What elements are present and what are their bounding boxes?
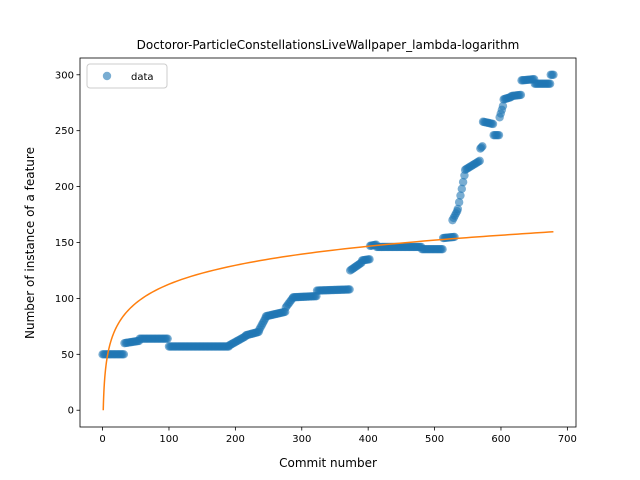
data-point	[545, 79, 555, 88]
data-point	[516, 90, 526, 100]
data-point	[450, 232, 459, 242]
data-point	[478, 142, 487, 151]
data-point	[163, 334, 172, 343]
y-tick-label: 250	[55, 126, 74, 137]
data-point	[119, 350, 129, 359]
data-point	[438, 245, 447, 254]
series-data-points	[98, 70, 558, 359]
data-point	[498, 101, 508, 111]
data-point	[458, 177, 468, 187]
y-axis-label: Number of instance of a feature	[23, 147, 37, 339]
legend-label: data	[131, 72, 154, 83]
y-tick-label: 0	[68, 406, 74, 417]
data-point	[475, 156, 484, 166]
x-tick-label: 700	[558, 434, 577, 445]
legend-marker	[102, 71, 112, 81]
chart-title: Doctoror-ParticleConstellationsLiveWallp…	[137, 38, 520, 52]
x-tick-label: 0	[99, 434, 105, 445]
data-point	[456, 191, 465, 200]
y-tick-label: 200	[55, 182, 74, 193]
x-tick-label: 100	[159, 434, 178, 445]
y-tick-label: 100	[55, 294, 74, 305]
data-point	[365, 255, 374, 264]
y-tick-label: 50	[61, 350, 74, 361]
x-tick-label: 500	[425, 434, 444, 445]
y-tick-label: 300	[55, 70, 74, 81]
x-tick-label: 400	[359, 434, 378, 445]
data-point	[549, 70, 558, 79]
x-tick-label: 300	[292, 434, 311, 445]
x-tick-label: 600	[491, 434, 510, 445]
x-tick-label: 200	[226, 434, 245, 445]
plot-area	[98, 70, 558, 411]
axes: 0 100 200 300 400 500 600 700 0 50 100 150 200 250 300	[55, 57, 577, 445]
data-point	[494, 130, 504, 140]
legend: data	[86, 63, 168, 89]
x-axis-label: Commit number	[279, 456, 377, 470]
data-point	[454, 198, 464, 207]
data-point	[488, 119, 498, 129]
data-point	[345, 285, 354, 294]
series-fit-line	[102, 231, 554, 411]
y-tick-label: 150	[55, 238, 74, 249]
legend-box	[86, 63, 168, 89]
data-point	[457, 184, 466, 194]
data-point	[453, 204, 463, 214]
